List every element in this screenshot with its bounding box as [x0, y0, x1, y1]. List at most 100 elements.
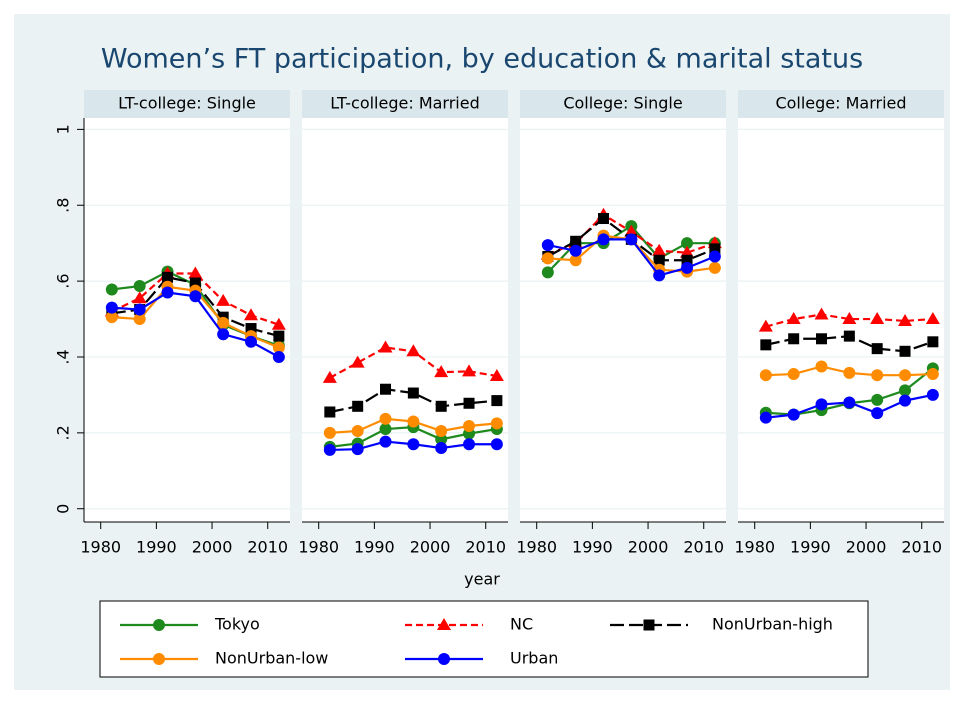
data-point	[843, 396, 856, 409]
data-point	[489, 368, 504, 381]
x-tick-label: 2000	[628, 538, 669, 557]
data-point	[435, 400, 447, 412]
data-point	[898, 313, 913, 326]
data-point	[681, 261, 694, 274]
data-point	[407, 415, 420, 428]
data-point	[871, 393, 884, 406]
data-point	[323, 426, 336, 439]
x-tick-label: 1990	[136, 538, 177, 557]
panel-title: LT-college: Single	[118, 94, 256, 113]
y-tick-label: .4	[54, 349, 73, 364]
data-point	[758, 319, 773, 332]
x-tick-label: 1990	[790, 538, 831, 557]
data-point	[161, 286, 174, 299]
data-point	[491, 395, 503, 407]
y-tick-label: .8	[54, 198, 73, 213]
panel-header	[302, 90, 508, 118]
data-point	[272, 350, 285, 363]
data-point	[435, 424, 448, 437]
legend-label: NonUrban-low	[215, 649, 328, 668]
data-point	[188, 266, 203, 279]
data-point	[541, 266, 554, 279]
data-point	[927, 336, 939, 348]
data-point	[351, 443, 364, 456]
data-point	[217, 316, 230, 329]
plot-area	[520, 118, 726, 522]
data-point	[569, 254, 582, 267]
x-tick-label: 2010	[465, 538, 506, 557]
data-point	[462, 364, 477, 377]
data-point	[899, 394, 912, 407]
data-point	[216, 293, 231, 306]
data-point	[597, 233, 610, 246]
chart-title: Women’s FT participation, by education &…	[101, 44, 863, 75]
data-point	[379, 412, 392, 425]
data-point	[871, 407, 884, 420]
data-point	[899, 384, 912, 397]
data-point	[244, 308, 259, 321]
x-tick-label: 1980	[734, 538, 775, 557]
data-point	[407, 438, 420, 451]
data-point	[570, 235, 582, 247]
legend-marker	[153, 619, 165, 631]
data-point	[133, 280, 146, 293]
data-point	[189, 277, 201, 289]
data-point	[105, 311, 118, 324]
legend	[99, 600, 869, 678]
data-point	[105, 283, 118, 296]
plot-area	[302, 118, 508, 522]
data-point	[490, 438, 503, 451]
data-point	[406, 344, 421, 357]
data-point	[132, 291, 147, 304]
legend-marker	[437, 618, 451, 630]
x-tick-label: 1980	[298, 538, 339, 557]
data-point	[653, 254, 665, 266]
data-point	[814, 307, 829, 320]
data-point	[925, 312, 940, 325]
data-point	[245, 323, 257, 335]
data-point	[899, 345, 911, 357]
data-point	[271, 317, 286, 330]
x-tick-label: 2000	[410, 538, 451, 557]
data-point	[272, 341, 285, 354]
panel-title: LT-college: Married	[330, 94, 480, 113]
data-point	[463, 420, 476, 433]
data-point	[569, 244, 582, 257]
legend-label: NonUrban-high	[712, 615, 833, 634]
data-point	[843, 366, 856, 379]
panel-header	[520, 90, 726, 118]
x-tick-label: 2010	[901, 538, 942, 557]
data-point	[133, 313, 146, 326]
data-point	[162, 271, 174, 283]
data-point	[759, 369, 772, 382]
data-point	[786, 312, 801, 325]
x-tick-label: 1990	[354, 538, 395, 557]
data-point	[379, 423, 392, 436]
x-tick-label: 2000	[846, 538, 887, 557]
data-point	[350, 355, 365, 368]
data-point	[352, 400, 364, 412]
x-tick-label: 2010	[683, 538, 724, 557]
data-point	[788, 333, 800, 345]
data-point	[760, 339, 772, 351]
data-point	[435, 442, 448, 455]
legend-marker	[643, 619, 655, 631]
data-point	[323, 443, 336, 456]
x-axis-label: year	[464, 570, 500, 589]
data-point	[681, 237, 694, 250]
x-tick-label: 2000	[192, 538, 233, 557]
data-point	[708, 261, 721, 274]
data-point	[541, 252, 554, 265]
data-point	[926, 368, 939, 381]
x-tick-label: 1980	[516, 538, 557, 557]
data-point	[871, 369, 884, 382]
y-tick-label: .6	[54, 273, 73, 288]
data-point	[105, 301, 118, 314]
data-point	[351, 424, 364, 437]
data-point	[787, 368, 800, 381]
data-point	[434, 365, 449, 378]
data-point	[217, 328, 230, 341]
data-point	[816, 333, 828, 345]
data-point	[708, 250, 721, 263]
